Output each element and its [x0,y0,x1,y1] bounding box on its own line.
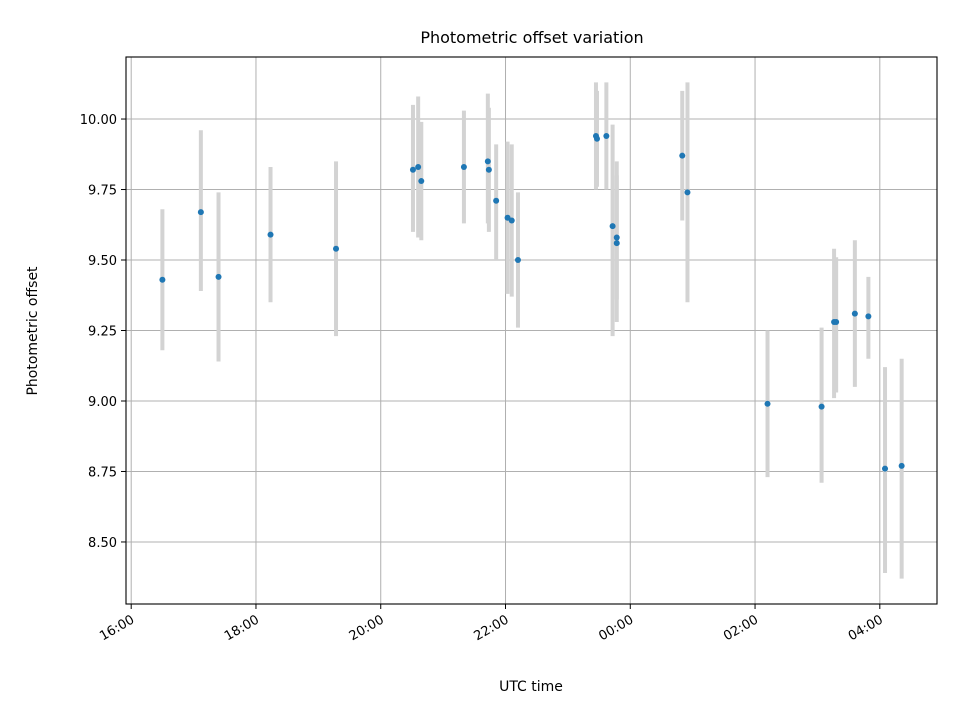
data-point [418,178,425,185]
data-point [508,217,515,224]
data-point [267,231,274,238]
chart-title: Photometric offset variation [420,28,643,47]
point-layer [159,132,905,472]
data-point [485,166,492,173]
data-point [613,240,620,247]
data-point [484,158,491,165]
data-point [215,273,222,280]
data-point [460,163,467,170]
y-tick-layer: 8.50 8.75 9.00 9.25 9.50 9.75 10.00 [80,113,126,551]
data-point [764,400,771,407]
data-point [833,319,840,326]
y-tick-label: 9.00 [88,395,117,410]
y-tick-label: 8.75 [88,465,117,480]
data-point [865,313,872,320]
data-point [898,462,905,469]
y-tick-label: 9.50 [88,254,117,269]
data-point [684,189,691,196]
y-axis-label: Photometric offset [25,266,41,396]
data-point [818,403,825,410]
data-point [409,166,416,173]
y-tick-label: 10.00 [80,113,117,128]
data-point [333,245,340,252]
data-point [609,223,616,230]
data-point [415,163,422,170]
data-point [882,465,889,472]
data-point [851,310,858,317]
grid-layer [126,57,937,604]
data-point [594,135,601,142]
x-axis-label: UTC time [499,679,563,695]
data-point [197,209,204,216]
data-point [679,152,686,159]
data-point [514,257,521,264]
data-point [159,276,166,283]
data-point [603,132,610,139]
y-tick-label: 9.25 [88,325,117,340]
data-point [493,197,500,204]
y-tick-label: 8.50 [88,536,117,551]
data-point [613,234,620,241]
y-tick-label: 9.75 [88,184,117,199]
